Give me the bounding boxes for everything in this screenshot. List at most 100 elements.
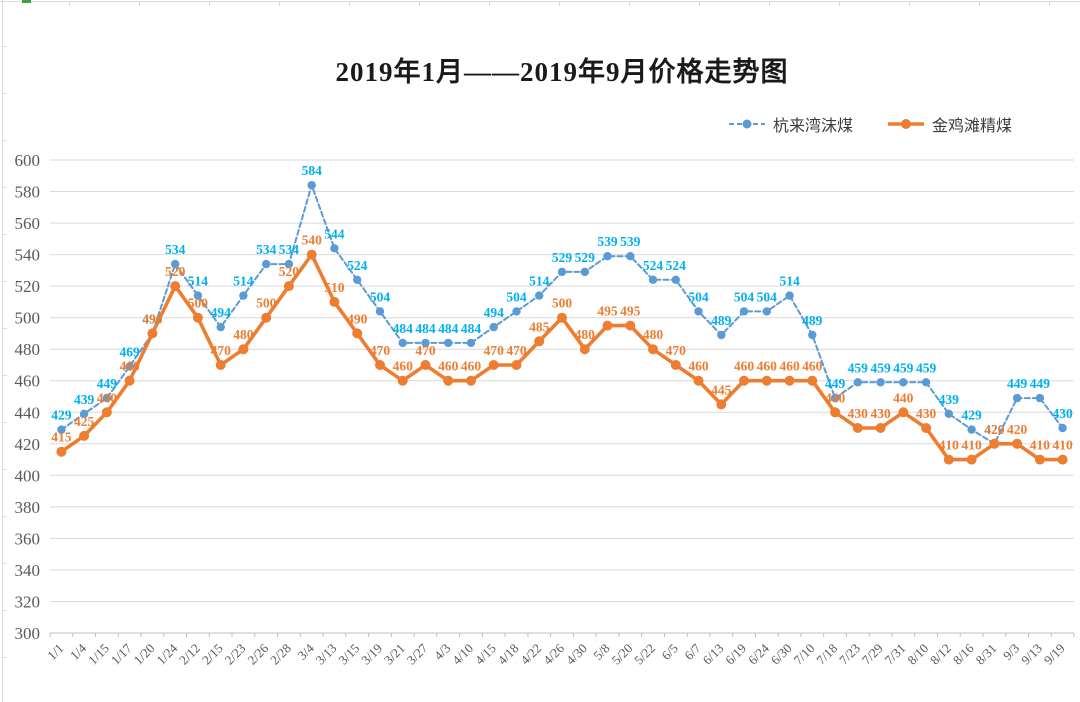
data-point (420, 360, 431, 370)
data-point (875, 423, 886, 433)
data-point (830, 393, 840, 403)
data-point (580, 267, 589, 277)
data-point (921, 423, 932, 433)
data-point (307, 181, 316, 190)
data-point (761, 375, 772, 386)
data-point (784, 375, 795, 386)
data-point (966, 454, 977, 465)
svg-text:1/15: 1/15 (85, 641, 112, 668)
svg-text:485: 485 (529, 319, 550, 334)
svg-text:524: 524 (347, 258, 368, 273)
svg-text:514: 514 (233, 274, 254, 289)
svg-text:2/28: 2/28 (267, 641, 294, 668)
svg-text:9/19: 9/19 (1041, 641, 1068, 668)
data-point (921, 378, 931, 387)
data-point (602, 320, 613, 331)
data-point (147, 328, 158, 339)
svg-text:7/31: 7/31 (881, 641, 908, 668)
svg-text:7/29: 7/29 (859, 641, 886, 668)
legend-item-jinjitan[interactable]: 金鸡滩精煤 (887, 112, 1012, 136)
svg-text:514: 514 (529, 274, 550, 289)
svg-text:484: 484 (393, 321, 414, 336)
data-point (852, 423, 863, 433)
svg-text:490: 490 (142, 311, 163, 326)
data-point (1012, 393, 1022, 403)
svg-text:445: 445 (711, 382, 732, 397)
legend-label-hanglaiwan: 杭来湾沫煤 (773, 118, 854, 135)
svg-text:480: 480 (643, 327, 664, 342)
svg-text:1/17: 1/17 (108, 640, 135, 667)
data-point (397, 375, 408, 386)
y-axis-labels: 300 320 340 360 380 400 420 440 460 480 500 520 540 5… (15, 151, 41, 643)
data-point (398, 338, 407, 348)
data-point (239, 291, 248, 300)
data-point (671, 275, 680, 284)
data-point (967, 425, 976, 434)
svg-text:489: 489 (802, 313, 823, 328)
svg-text:7/23: 7/23 (836, 641, 863, 668)
svg-text:524: 524 (666, 258, 687, 273)
data-point (192, 312, 203, 323)
svg-text:430: 430 (870, 406, 891, 421)
data-point (944, 409, 953, 418)
jinjitan-line-marker-icon (888, 119, 925, 129)
svg-text:429: 429 (961, 408, 982, 423)
data-point (535, 291, 544, 300)
data-labels-jinjitan: 4154254404604905205004704805005205405104… (51, 233, 1073, 453)
svg-text:460: 460 (779, 359, 800, 374)
svg-text:6/24: 6/24 (745, 640, 772, 667)
svg-text:415: 415 (51, 430, 72, 445)
svg-text:529: 529 (575, 250, 596, 265)
data-point (512, 307, 521, 316)
svg-text:410: 410 (1052, 438, 1073, 453)
svg-text:500: 500 (552, 296, 573, 311)
svg-text:430: 430 (848, 406, 869, 421)
legend-item-hanglaiwan[interactable]: 杭来湾沫煤 (728, 112, 853, 136)
data-point (693, 375, 704, 386)
data-point (466, 375, 476, 386)
svg-text:495: 495 (597, 304, 618, 319)
data-point (830, 407, 841, 418)
svg-text:410: 410 (961, 438, 982, 453)
data-point (170, 281, 181, 292)
svg-text:460: 460 (438, 359, 459, 374)
data-point (79, 430, 90, 441)
svg-text:1/24: 1/24 (153, 640, 180, 667)
svg-text:380: 380 (15, 498, 41, 517)
data-point (739, 375, 749, 386)
svg-text:470: 470 (211, 343, 232, 358)
svg-text:8/10: 8/10 (904, 641, 931, 668)
svg-text:7/10: 7/10 (790, 641, 817, 668)
svg-text:420: 420 (984, 422, 1005, 437)
data-point (557, 312, 567, 323)
data-point (171, 259, 180, 269)
svg-text:504: 504 (757, 289, 778, 304)
svg-text:3/19: 3/19 (358, 641, 385, 668)
svg-text:469: 469 (119, 345, 140, 360)
svg-text:3/4: 3/4 (294, 640, 317, 663)
svg-text:425: 425 (74, 414, 95, 429)
svg-text:5/22: 5/22 (631, 641, 658, 668)
svg-text:459: 459 (848, 360, 869, 375)
svg-text:459: 459 (893, 360, 914, 375)
svg-text:4/26: 4/26 (540, 640, 567, 667)
data-point (1012, 438, 1023, 449)
svg-text:2/15: 2/15 (199, 641, 226, 668)
svg-text:514: 514 (779, 274, 800, 289)
data-point (489, 322, 498, 332)
svg-text:440: 440 (15, 403, 41, 422)
data-point (557, 267, 567, 277)
svg-text:460: 460 (757, 359, 778, 374)
data-point (534, 336, 545, 347)
data-point (670, 360, 681, 370)
svg-text:510: 510 (324, 280, 345, 295)
svg-text:6/19: 6/19 (722, 641, 749, 668)
data-point (762, 307, 771, 316)
data-point (57, 425, 66, 434)
svg-text:500: 500 (256, 296, 277, 311)
sheet-gridline-left-ticks (3, 0, 7, 702)
svg-text:494: 494 (484, 305, 505, 320)
svg-text:360: 360 (15, 529, 41, 548)
